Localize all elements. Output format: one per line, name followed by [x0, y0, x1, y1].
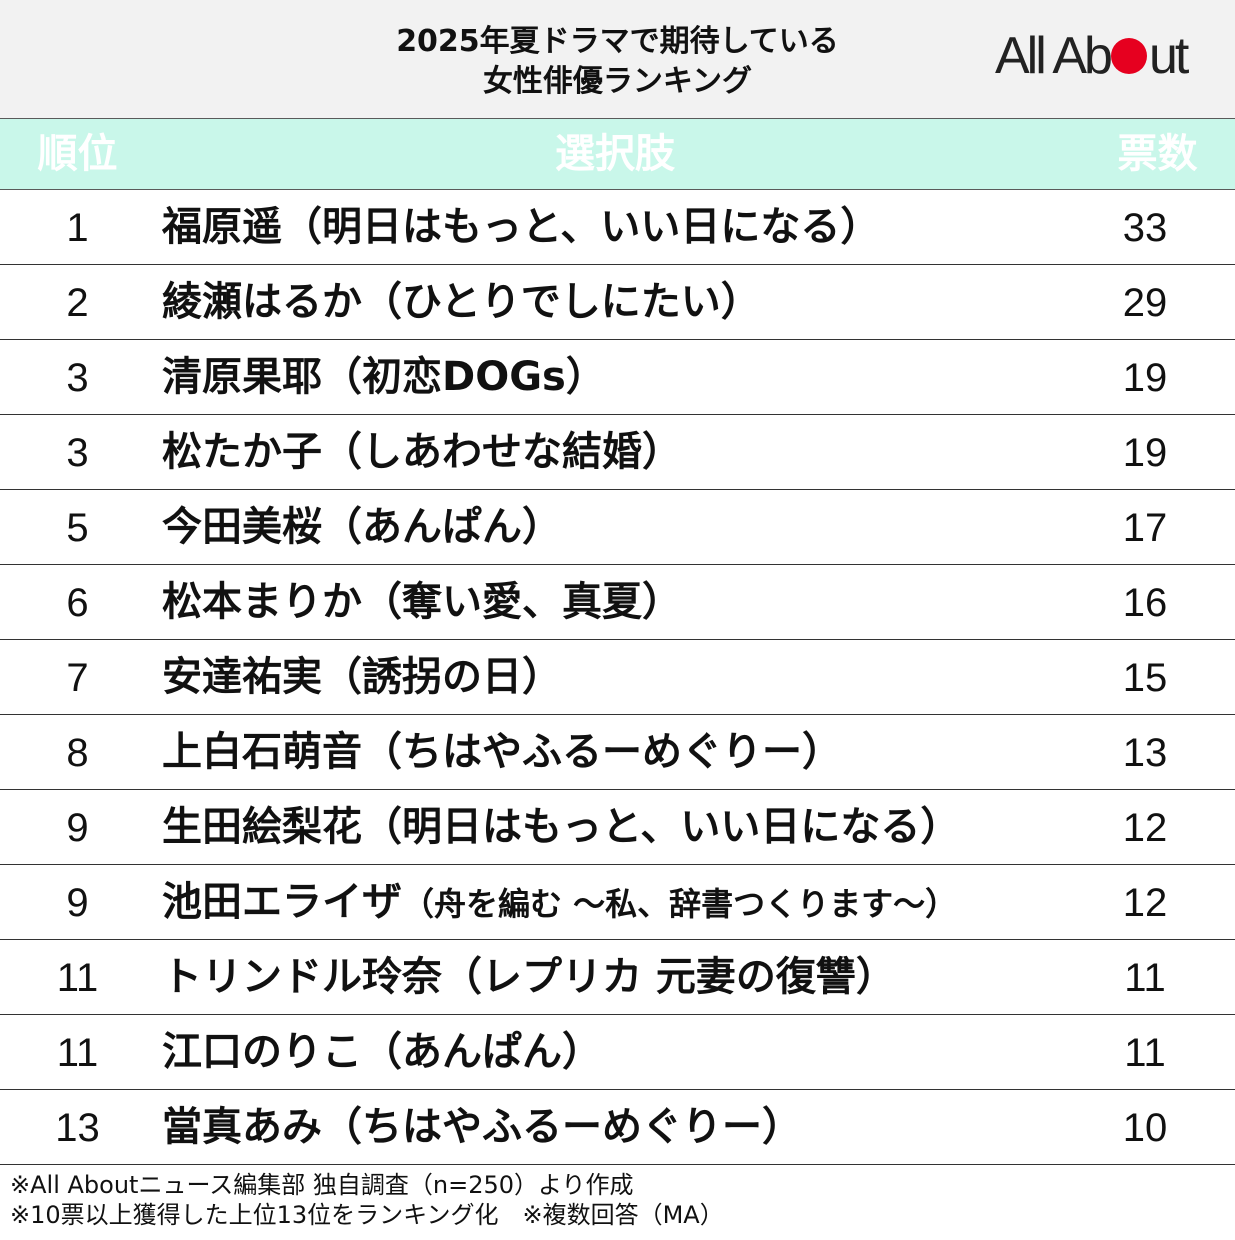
votes-cell: 19	[1122, 431, 1168, 475]
votes-cell: 13	[1122, 731, 1168, 775]
rank-cell: 9	[66, 881, 89, 925]
rank-cell: 1	[66, 206, 89, 250]
allabout-logo: All Ab ut	[995, 27, 1189, 85]
votes-cell: 11	[1124, 1031, 1166, 1075]
table-row: 2 綾瀬はるか（ひとりでしにたい） 29	[0, 265, 1235, 340]
actress-name: 綾瀬はるか（ひとりでしにたい）	[162, 279, 761, 325]
rank-cell: 8	[66, 731, 89, 775]
table-row: 9 池田エライザ（舟を編む ～私、辞書つくります～） 12	[0, 865, 1235, 940]
table-row: 9 生田絵梨花（明日はもっと、いい日になる） 12	[0, 790, 1235, 865]
actress-name: 今田美桜（あんぱん）	[162, 504, 562, 550]
votes-cell: 12	[1122, 806, 1168, 850]
votes-cell: 29	[1122, 281, 1168, 325]
table-row: 1 福原遥（明日はもっと、いい日になる） 33	[0, 190, 1235, 265]
column-header-votes: 票数	[1117, 131, 1198, 177]
rank-cell: 5	[66, 506, 89, 550]
choice-cell: 上白石萌音（ちはやふるーめぐりー）	[162, 730, 842, 776]
choice-cell: 當真あみ（ちはやふるーめぐりー）	[162, 1105, 802, 1151]
table-row: 11 トリンドル玲奈（レプリカ 元妻の復讐） 11	[0, 940, 1235, 1015]
actress-name: 清原果耶（初恋DOGs）	[162, 354, 606, 400]
votes-cell: 12	[1122, 881, 1168, 925]
actress-name: 上白石萌音（ちはやふるーめぐりー）	[162, 729, 842, 775]
footnote-method: ※10票以上獲得した上位13位をランキング化 ※複数回答（MA）	[10, 1201, 724, 1229]
votes-cell: 16	[1122, 581, 1168, 625]
table-row: 8 上白石萌音（ちはやふるーめぐりー） 13	[0, 715, 1235, 790]
table-row: 7 安達祐実（誘拐の日） 15	[0, 640, 1235, 715]
actress-name: トリンドル玲奈（レプリカ 元妻の復讐）	[162, 954, 896, 1000]
rank-cell: 2	[66, 281, 89, 325]
votes-cell: 11	[1124, 956, 1166, 1000]
votes-cell: 15	[1122, 656, 1168, 700]
choice-cell: 松本まりか（奪い愛、真夏）	[162, 580, 682, 626]
actress-name: 松本まりか（奪い愛、真夏）	[162, 579, 682, 625]
logo-red-dot-icon	[1110, 38, 1147, 74]
rank-cell: 11	[56, 956, 99, 1000]
rank-cell: 3	[66, 356, 89, 400]
page-title: 2025年夏ドラマで期待している 女性俳優ランキング	[240, 22, 995, 102]
actress-name: 松たか子（しあわせな結婚）	[162, 429, 682, 475]
logo-text-start: All Ab	[995, 27, 1113, 85]
votes-cell: 17	[1122, 506, 1168, 550]
votes-cell: 19	[1122, 356, 1168, 400]
actress-name: 江口のりこ（あんぱん）	[162, 1029, 602, 1075]
column-header-rank: 順位	[37, 131, 118, 177]
choice-cell: 池田エライザ（舟を編む ～私、辞書つくります～）	[162, 880, 957, 926]
table-row: 11 江口のりこ（あんぱん） 11	[0, 1015, 1235, 1090]
choice-cell: 安達祐実（誘拐の日）	[162, 655, 562, 701]
actress-name: 當真あみ（ちはやふるーめぐりー）	[162, 1104, 802, 1150]
header-banner: 2025年夏ドラマで期待している 女性俳優ランキング All Ab ut	[0, 0, 1235, 118]
rank-cell: 11	[56, 1031, 99, 1075]
column-header-choice: 選択肢	[555, 131, 675, 177]
actress-name: 池田エライザ	[162, 879, 402, 925]
actress-name: 福原遥（明日はもっと、いい日になる）	[162, 204, 881, 250]
footnotes: ※All Aboutニュース編集部 独自調査（n=250）より作成 ※10票以上…	[10, 1170, 724, 1230]
choice-cell: 福原遥（明日はもっと、いい日になる）	[162, 205, 880, 251]
rank-cell: 3	[66, 431, 89, 475]
table-row: 13 當真あみ（ちはやふるーめぐりー） 10	[0, 1090, 1235, 1165]
choice-cell: トリンドル玲奈（レプリカ 元妻の復讐）	[162, 955, 896, 1001]
title-line-2: 女性俳優ランキング	[482, 64, 753, 99]
choice-cell: 今田美桜（あんぱん）	[162, 505, 562, 551]
rank-cell: 13	[55, 1106, 100, 1150]
choice-cell: 江口のりこ（あんぱん）	[162, 1030, 602, 1076]
actress-name: 安達祐実（誘拐の日）	[162, 654, 562, 700]
rank-cell: 6	[66, 581, 89, 625]
choice-cell: 生田絵梨花（明日はもっと、いい日になる）	[162, 805, 960, 851]
choice-cell: 松たか子（しあわせな結婚）	[162, 430, 682, 476]
choice-cell: 綾瀬はるか（ひとりでしにたい）	[162, 280, 761, 326]
title-line-1: 2025年夏ドラマで期待している	[396, 24, 839, 59]
drama-title-note: （舟を編む ～私、辞書つくります～）	[402, 885, 958, 923]
actress-name: 生田絵梨花（明日はもっと、いい日になる）	[162, 804, 961, 850]
rank-cell: 7	[66, 656, 89, 700]
table-header: 順位 選択肢 票数	[0, 118, 1235, 190]
rank-cell: 9	[66, 806, 89, 850]
choice-cell: 清原果耶（初恋DOGs）	[162, 355, 606, 401]
votes-cell: 10	[1122, 1106, 1168, 1150]
table-row: 3 松たか子（しあわせな結婚） 19	[0, 415, 1235, 490]
logo-text-end: ut	[1148, 27, 1189, 85]
votes-cell: 33	[1122, 206, 1168, 250]
table-row: 3 清原果耶（初恋DOGs） 19	[0, 340, 1235, 415]
footnote-source: ※All Aboutニュース編集部 独自調査（n=250）より作成	[10, 1171, 634, 1199]
ranking-table: 1 福原遥（明日はもっと、いい日になる） 33 2 綾瀬はるか（ひとりでしにたい…	[0, 190, 1235, 1165]
table-row: 6 松本まりか（奪い愛、真夏） 16	[0, 565, 1235, 640]
table-row: 5 今田美桜（あんぱん） 17	[0, 490, 1235, 565]
